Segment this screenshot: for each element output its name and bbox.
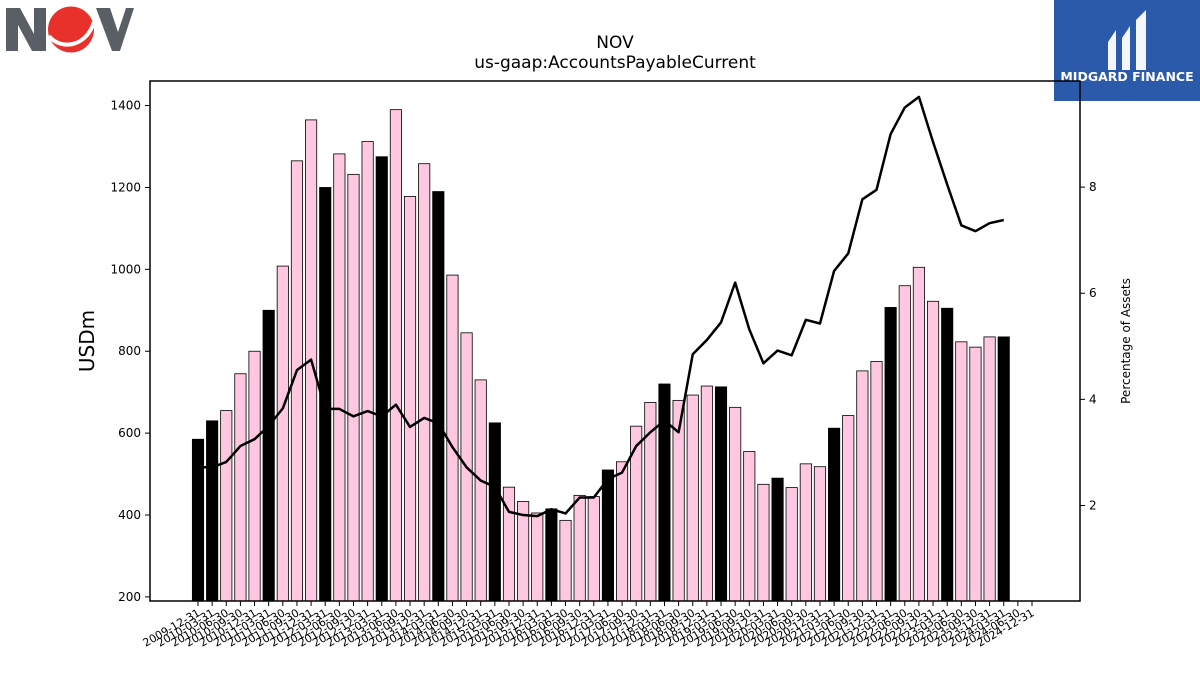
y-tick-label: 1000 xyxy=(110,262,141,276)
bar-2018-12-31 xyxy=(700,385,713,602)
y-tick-label: 600 xyxy=(118,426,141,440)
bar-2021-12-31 xyxy=(870,361,883,602)
nov-logo-o-swoosh xyxy=(47,21,96,47)
bar-2015-03-31 xyxy=(488,422,501,602)
bar-2022-12-31 xyxy=(926,300,940,602)
y2-tick-label: 2 xyxy=(1089,498,1097,512)
bar-2023-12-31 xyxy=(983,336,996,602)
y-axis-left: 200 400 600 800 1000 1200 1400 xyxy=(110,99,150,604)
bar-2010-03-31 xyxy=(206,420,219,602)
bar-2010-09-30 xyxy=(234,373,247,602)
bar-2009-12-31 xyxy=(191,438,205,602)
bar-2018-09-30 xyxy=(686,394,699,602)
brand-name: MIDGARD FINANCE xyxy=(1060,69,1193,84)
bar-series xyxy=(191,109,1010,602)
bar-2018-03-31 xyxy=(658,383,671,602)
y2-tick-label: 6 xyxy=(1089,286,1097,300)
bar-2021-03-31 xyxy=(828,427,841,602)
bar-2020-12-31 xyxy=(813,466,827,602)
bar-2020-09-30 xyxy=(799,463,812,602)
bar-2014-03-31 xyxy=(432,191,445,602)
y-tick-label: 400 xyxy=(118,508,141,522)
bar-2021-06-30 xyxy=(842,415,855,602)
bar-2013-03-31 xyxy=(375,156,388,602)
bar-2019-03-31 xyxy=(714,386,728,602)
y2-tick-label: 4 xyxy=(1089,392,1097,406)
bar-2012-12-31 xyxy=(361,141,374,602)
bar-2022-06-30 xyxy=(898,285,911,602)
y-axis-label: USDm xyxy=(75,310,99,372)
bar-2017-06-30 xyxy=(616,461,629,602)
bar-2019-12-31 xyxy=(757,483,770,602)
nov-logo-n xyxy=(6,8,46,51)
bar-2012-06-30 xyxy=(333,153,346,602)
plot-frame xyxy=(149,80,1081,602)
bar-2023-06-30 xyxy=(955,341,968,602)
chart-subtitle: us-gaap:AccountsPayableCurrent xyxy=(474,53,756,73)
brand-mark-icon xyxy=(1108,10,1146,70)
bar-2016-09-30 xyxy=(573,494,586,602)
y-axis-right: 2 4 6 8 xyxy=(1080,180,1097,512)
bar-2011-03-31 xyxy=(262,309,275,602)
bar-2016-12-31 xyxy=(587,496,600,602)
percentage-of-assets-line xyxy=(198,95,1005,518)
bar-2015-12-31 xyxy=(531,512,544,602)
y-tick-label: 1200 xyxy=(110,180,141,194)
nov-logo-v xyxy=(96,8,134,51)
bar-2016-06-30 xyxy=(559,519,572,602)
y2-tick-label: 8 xyxy=(1089,180,1097,194)
bar-2022-09-30 xyxy=(912,266,925,602)
bar-2021-09-30 xyxy=(856,370,869,602)
chart-title: NOV xyxy=(596,33,634,53)
bar-2011-06-30 xyxy=(276,265,289,602)
y-tick-label: 800 xyxy=(118,344,141,358)
bar-2024-03-31 xyxy=(997,336,1010,602)
y-tick-label: 1400 xyxy=(110,99,141,113)
nov-logo xyxy=(6,6,134,53)
y2-axis-label: Percentage of Assets xyxy=(1119,278,1133,404)
x-axis: 2009-12-312010-03-312010-06-302010-09-30… xyxy=(141,601,1037,650)
bar-2013-06-30 xyxy=(389,109,402,602)
bar-2020-06-30 xyxy=(785,487,798,602)
bar-2023-03-31 xyxy=(941,307,954,602)
bar-2013-09-30 xyxy=(403,196,417,602)
bar-2012-09-30 xyxy=(347,173,360,602)
bar-2020-03-31 xyxy=(771,477,784,602)
bar-2022-03-31 xyxy=(884,307,897,602)
bar-2019-06-30 xyxy=(729,406,742,602)
bar-2016-03-31 xyxy=(545,508,558,602)
line-series xyxy=(198,95,1005,518)
bar-2019-09-30 xyxy=(743,451,756,602)
bar-2014-12-31 xyxy=(474,379,487,602)
bar-2023-09-30 xyxy=(969,346,982,602)
bar-2017-03-31 xyxy=(601,469,614,602)
bar-2013-12-31 xyxy=(418,163,431,602)
midgard-finance-logo: MIDGARD FINANCE xyxy=(1054,0,1200,101)
bar-2010-06-30 xyxy=(220,410,233,602)
y-tick-label: 200 xyxy=(118,590,141,604)
bar-2010-12-31 xyxy=(248,350,261,602)
